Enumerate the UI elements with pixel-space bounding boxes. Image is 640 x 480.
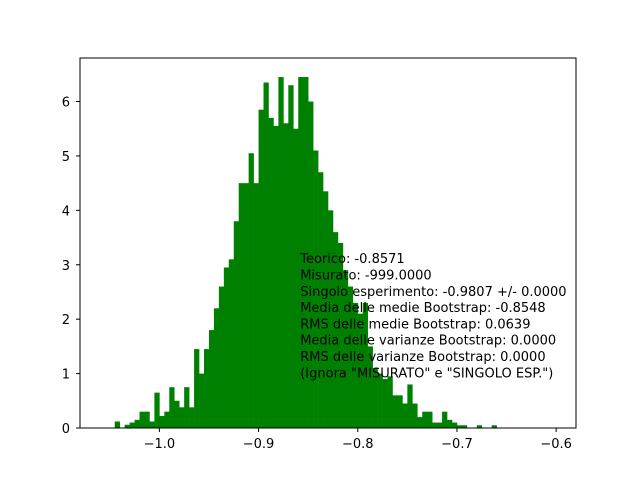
annotation-line: (Ignora "MISURATO" e "SINGOLO ESP.") bbox=[300, 366, 553, 381]
histogram-bar bbox=[213, 308, 220, 428]
histogram-bar bbox=[154, 392, 160, 428]
histogram-bar bbox=[442, 411, 448, 428]
histogram-bar bbox=[308, 101, 314, 428]
annotation-line: Singolo esperimento: -0.9807 +/- 0.0000 bbox=[300, 285, 566, 300]
histogram-bar bbox=[347, 286, 354, 428]
histogram-bar bbox=[367, 346, 373, 428]
histogram-bar bbox=[223, 267, 230, 428]
histogram-bar bbox=[189, 407, 195, 428]
histogram-bar bbox=[392, 395, 398, 428]
y-tick-label: 2 bbox=[62, 313, 70, 328]
histogram-bar bbox=[303, 77, 309, 428]
histogram-bar bbox=[432, 422, 438, 428]
histogram-bar bbox=[452, 422, 458, 428]
histogram-bar bbox=[422, 411, 428, 428]
histogram-bar bbox=[397, 395, 403, 428]
histogram-bars bbox=[114, 77, 497, 429]
histogram-bar bbox=[407, 384, 413, 428]
histogram-bar bbox=[208, 330, 215, 428]
stats-annotation: Teorico: -0.8571 Misurato: -999.0000Singo… bbox=[299, 252, 566, 381]
histogram-bar bbox=[238, 183, 244, 428]
annotation-line: Misurato: -999.0000 bbox=[300, 269, 431, 284]
x-axis: −1.0 −0.9 −0.8 −0.7 −0.6 bbox=[144, 428, 572, 452]
histogram-bar bbox=[253, 183, 259, 428]
histogram-bar bbox=[288, 85, 294, 429]
y-tick-label: 3 bbox=[62, 259, 70, 274]
annotation-line: RMS delle varianze Bootstrap: 0.0000 bbox=[300, 350, 545, 365]
histogram-bar bbox=[372, 368, 378, 428]
histogram-bar bbox=[218, 286, 225, 428]
histogram-bar bbox=[124, 424, 130, 428]
histogram-bar bbox=[134, 419, 140, 428]
y-axis: 0 1 2 3 4 5 6 bbox=[62, 96, 80, 437]
histogram-bar bbox=[377, 373, 383, 428]
y-tick-label: 4 bbox=[62, 204, 70, 219]
x-tick-label: −1.0 bbox=[144, 437, 176, 452]
histogram-bar bbox=[233, 221, 240, 428]
histogram-bar bbox=[114, 421, 120, 428]
annotation-line: Teorico: -0.8571 bbox=[299, 252, 404, 267]
plot-frame bbox=[79, 57, 577, 429]
histogram-bar bbox=[461, 425, 468, 428]
histogram-bar bbox=[268, 117, 274, 428]
histogram-bar bbox=[412, 403, 418, 428]
histogram-bar bbox=[362, 302, 368, 428]
histogram-bar bbox=[456, 425, 463, 428]
annotation-line: RMS delle medie Bootstrap: 0.0639 bbox=[300, 317, 530, 332]
histogram-bar bbox=[382, 379, 388, 428]
histogram-bar bbox=[318, 172, 324, 428]
histogram-bar bbox=[313, 150, 319, 428]
histogram-bar bbox=[352, 302, 359, 428]
histogram-bar bbox=[417, 417, 423, 428]
histogram-bar bbox=[204, 349, 210, 428]
y-tick-label: 0 bbox=[62, 422, 70, 437]
histogram-bar bbox=[149, 421, 155, 428]
histogram-bar bbox=[263, 82, 269, 429]
histogram-bar bbox=[427, 411, 433, 428]
x-tick-label: −0.6 bbox=[540, 437, 572, 452]
histogram-bar bbox=[194, 349, 200, 428]
histogram-bar bbox=[332, 232, 339, 428]
histogram-bar bbox=[357, 313, 364, 428]
histogram-bar bbox=[174, 400, 180, 428]
y-tick-label: 1 bbox=[62, 368, 70, 383]
histogram-bar bbox=[283, 123, 289, 428]
histogram-bar bbox=[491, 425, 497, 428]
histogram-bar bbox=[293, 128, 299, 429]
histogram-bar bbox=[342, 270, 349, 428]
histogram-bar bbox=[164, 411, 170, 428]
histogram-bar bbox=[437, 422, 443, 428]
histogram-bar bbox=[402, 403, 408, 428]
histogram-bar bbox=[278, 77, 284, 428]
y-tick-label: 6 bbox=[62, 96, 70, 111]
histogram-bar bbox=[159, 416, 165, 428]
histogram-bar bbox=[184, 387, 190, 428]
histogram-bar bbox=[248, 153, 254, 428]
histogram-bar bbox=[169, 387, 175, 428]
x-tick-label: −0.9 bbox=[243, 437, 275, 452]
x-tick-label: −0.8 bbox=[342, 437, 374, 452]
x-tick-label: −0.7 bbox=[441, 437, 473, 452]
histogram-bar bbox=[199, 373, 205, 428]
histogram-bar bbox=[328, 210, 334, 428]
y-tick-label: 5 bbox=[62, 150, 70, 165]
histogram-bar bbox=[323, 191, 329, 428]
histogram-bar bbox=[144, 411, 150, 428]
histogram-bar bbox=[447, 419, 453, 428]
histogram-bar bbox=[273, 126, 279, 428]
histogram-bar bbox=[243, 183, 249, 428]
annotation-line: Media delle medie Bootstrap: -0.8548 bbox=[300, 301, 545, 316]
histogram-bar bbox=[298, 77, 304, 428]
histogram-bar bbox=[139, 411, 145, 428]
histogram-bar bbox=[179, 407, 185, 428]
histogram-bar bbox=[387, 376, 393, 428]
histogram-bar bbox=[476, 425, 483, 428]
annotation-line: Media delle varianze Bootstrap: 0.0000 bbox=[300, 334, 556, 349]
histogram-bar bbox=[228, 259, 235, 428]
histogram-bar bbox=[258, 109, 264, 428]
histogram-bar bbox=[337, 243, 344, 428]
histogram-bar bbox=[129, 422, 135, 428]
